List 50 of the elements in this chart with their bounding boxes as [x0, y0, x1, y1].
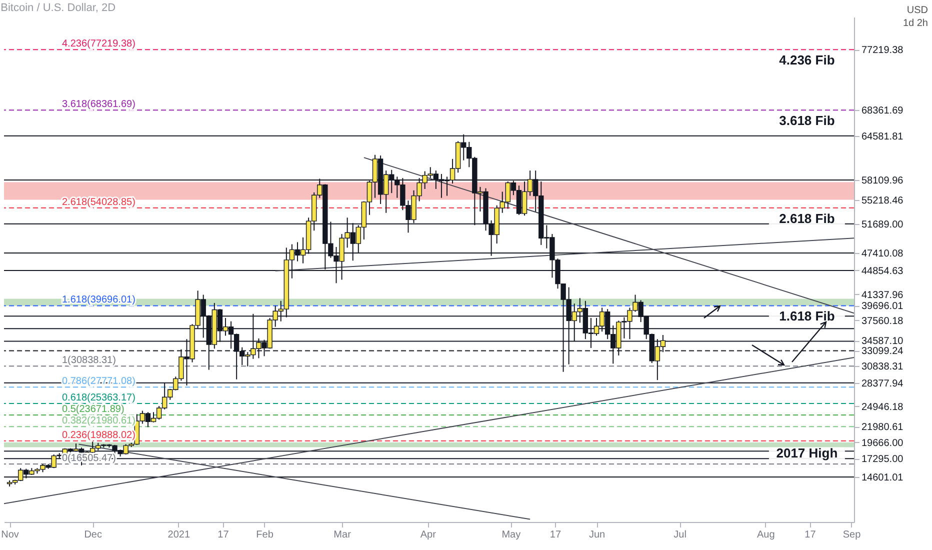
y-tick-label: 68361.69 — [862, 106, 904, 117]
y-tick-label: 37560.18 — [862, 316, 904, 327]
x-tick-label: Nov — [1, 530, 19, 540]
y-tick-label: 58109.96 — [862, 176, 904, 187]
x-tick-label: Sep — [842, 530, 862, 540]
ref-line-label: 3.618(68361.69) — [62, 99, 136, 110]
y-tick-label: 55218.46 — [862, 195, 904, 206]
y-tick-label: 44854.63 — [862, 266, 904, 277]
x-tick-label: Mar — [334, 530, 352, 540]
ref-line-label: 1.618(39696.01) — [62, 294, 136, 306]
ref-line-label: 2.618(54028.85) — [62, 196, 136, 208]
y-tick-label: 77219.38 — [862, 45, 904, 56]
x-tick-label: 17 — [804, 530, 816, 540]
x-tick-label: Feb — [256, 530, 274, 540]
x-tick-label: Jul — [674, 530, 686, 540]
x-tick-label: 17 — [218, 530, 230, 540]
ref-line-label: 1(30838.31) — [62, 355, 116, 366]
x-tick-label: 17 — [550, 530, 562, 540]
text: 1d 2h — [902, 17, 928, 30]
y-tick-label: 47410.08 — [862, 248, 904, 260]
x-tick-label: Apr — [420, 530, 437, 540]
y-tick-label: 19666.00 — [862, 438, 904, 449]
y-tick-label: 51689.00 — [862, 219, 904, 230]
x-tick-label: 2021 — [168, 530, 190, 540]
y-tick-label: 21980.61 — [862, 422, 904, 434]
ref-line-label: 0.382(21980.61) — [62, 416, 136, 427]
x-tick-label: Aug — [757, 530, 775, 540]
annotation: 4.236 Fib — [779, 52, 835, 68]
ref-line-label: 0.618(25363.17) — [62, 392, 136, 404]
y-tick-label: 28377.94 — [862, 378, 904, 390]
annotation: 2017 High — [776, 445, 838, 460]
y-tick-label: 64581.81 — [862, 131, 904, 142]
x-tick-label: Dec — [84, 530, 102, 540]
x-tick-label: May — [502, 530, 521, 540]
ref-line-label: 4.236(77219.38) — [62, 38, 136, 50]
annotation: 1.618 Fib — [779, 308, 835, 324]
x-tick-label: Jun — [588, 530, 606, 540]
y-tick-label: 34587.10 — [862, 336, 904, 348]
chart-title: Bitcoin / U.S. Dollar, 2D — [0, 2, 116, 14]
y-tick-label: 14601.01 — [862, 472, 904, 484]
y-tick-label: 17295.00 — [862, 454, 904, 466]
y-tick-label: 41337.96 — [862, 290, 904, 301]
y-tick-label: 39696.01 — [862, 301, 904, 312]
annotation: 3.618 Fib — [779, 113, 835, 128]
y-tick-label: 33099.24 — [862, 346, 904, 358]
annotation: 2.618 Fib — [779, 210, 835, 226]
ref-line-label: 0.5(23671.89) — [62, 404, 124, 416]
y-tick-label: 30838.31 — [862, 362, 904, 373]
y-tick-label: 24946.18 — [862, 402, 904, 413]
text: USD — [906, 4, 928, 17]
